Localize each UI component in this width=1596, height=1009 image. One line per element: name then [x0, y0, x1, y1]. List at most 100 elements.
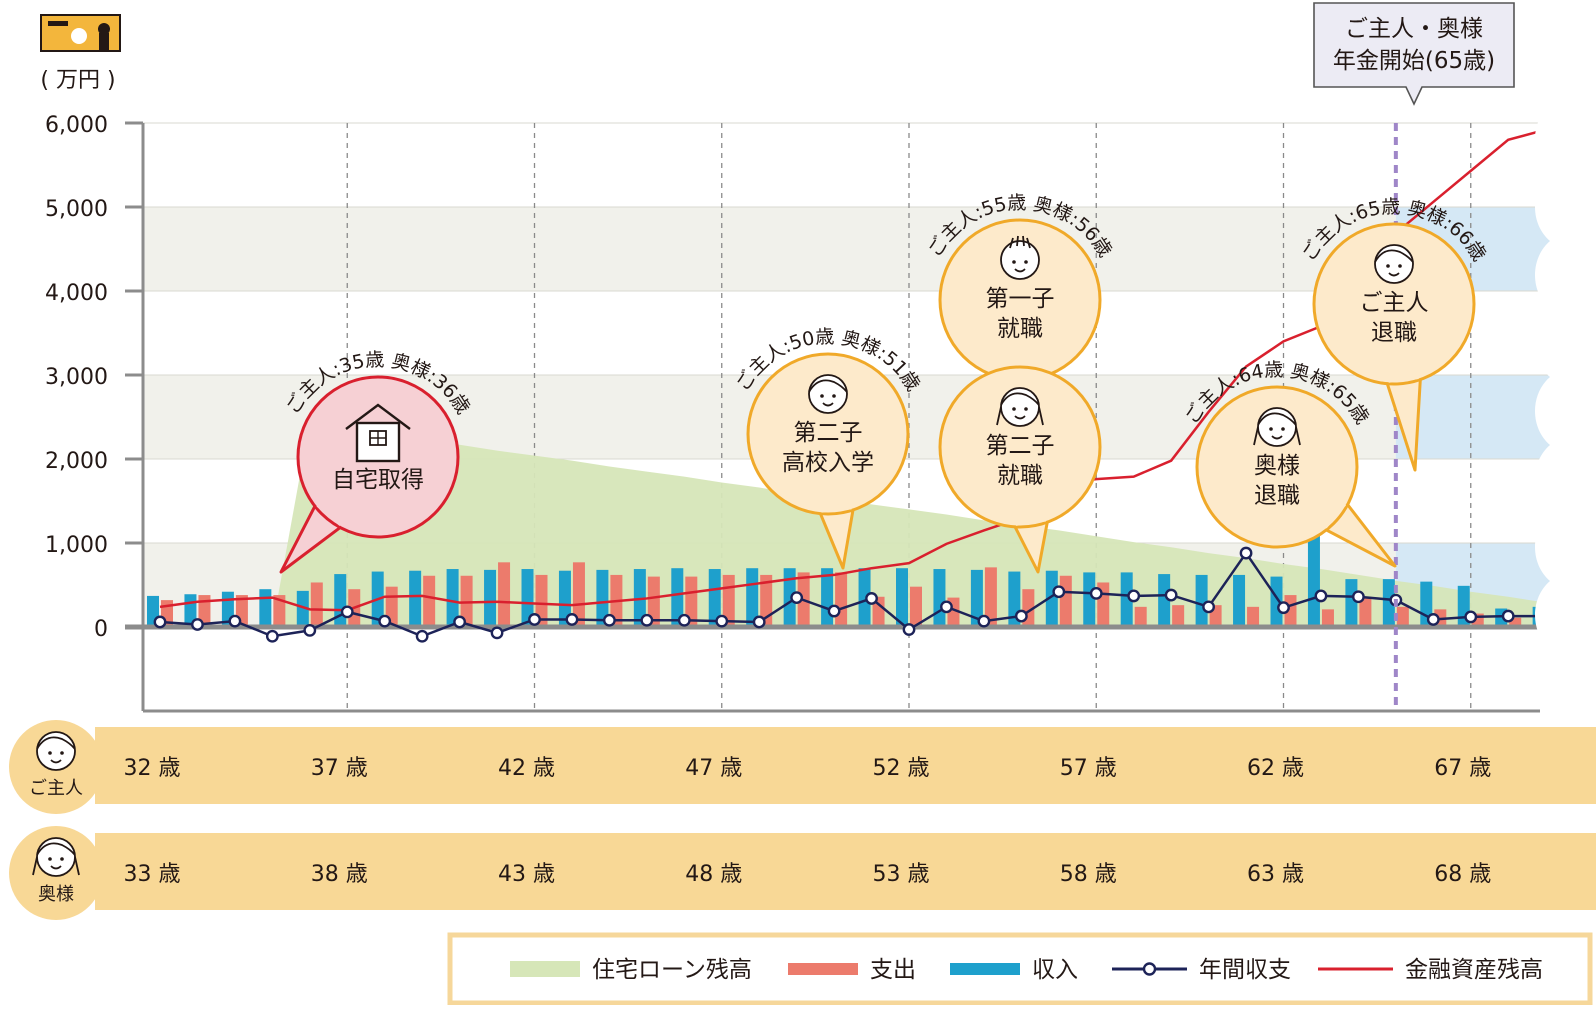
- income-bar: [933, 569, 946, 627]
- axes: 0 1,000 2,000 3,000 4,000 5,000 6,000: [45, 113, 1540, 713]
- callout-bubble: [746, 352, 910, 516]
- wife-face-icon: [1253, 407, 1301, 447]
- face-mouth: [1014, 415, 1026, 420]
- series-annual-balance: [153, 546, 1584, 643]
- income-bar: [1158, 574, 1171, 627]
- husband-face-icon: [1374, 244, 1414, 284]
- expense-bar: [1396, 606, 1409, 627]
- income-bar: [1270, 576, 1283, 627]
- series-bars: [147, 535, 1596, 627]
- income-bar: [970, 569, 983, 627]
- age-label: 32 歳: [124, 756, 181, 781]
- annual-point: [902, 623, 916, 636]
- wife-face-icon: [32, 837, 80, 877]
- legend-item: 金融資産残高: [1318, 957, 1543, 983]
- house-icon: [345, 403, 411, 463]
- expense-bar: [1359, 596, 1372, 627]
- age-rows: ご主人 32 歳 37 歳 42 歳 47 歳 52 歳 57 歳 62 歳 67 歳奥様 33 …: [9, 720, 1596, 920]
- y-tick-label: 6,000: [45, 113, 108, 138]
- income-bar: [558, 570, 571, 627]
- callout-seam: [1322, 501, 1347, 529]
- age-band: [95, 833, 1596, 910]
- callout-text: 高校入学: [782, 450, 874, 476]
- legend-item: 支出: [788, 957, 916, 983]
- girl-face-icon: [996, 387, 1044, 427]
- callout-text: 退職: [1371, 320, 1417, 346]
- legend-swatch: [788, 963, 858, 975]
- y-tick-label: 0: [94, 617, 108, 642]
- annual-point: [1501, 609, 1515, 623]
- annual-point: [153, 615, 167, 629]
- age-label: 48 歳: [685, 862, 742, 887]
- card-circle: [71, 28, 87, 44]
- age-label: 38 歳: [311, 862, 368, 887]
- callout-seam: [820, 503, 852, 513]
- income-bar: [446, 569, 459, 627]
- income-bar: [1195, 574, 1208, 627]
- y-tick-label: 4,000: [45, 281, 108, 306]
- income-bar: [521, 569, 534, 627]
- face-eye: [60, 857, 64, 861]
- age-label: 67 歳: [1434, 756, 1491, 781]
- income-bar: [1045, 570, 1058, 627]
- annual-point: [1464, 610, 1478, 624]
- expense-bar: [1321, 609, 1334, 627]
- face-mouth: [1014, 268, 1026, 273]
- age-row-label: 奥様: [38, 884, 74, 905]
- expense-bar: [498, 562, 511, 627]
- annual-point: [490, 626, 504, 640]
- face-eye: [1024, 260, 1028, 264]
- callout-text: 自宅取得: [332, 467, 424, 493]
- expense-bar: [310, 582, 323, 627]
- age-band: [95, 727, 1596, 804]
- income-bar: [1345, 579, 1358, 627]
- face-eye: [1269, 427, 1273, 431]
- legend-label: 収入: [1032, 957, 1078, 983]
- annual-point: [378, 614, 392, 628]
- expense-bar: [535, 574, 548, 627]
- boy-face-icon: [1000, 235, 1040, 280]
- annual-point: [677, 613, 691, 627]
- expense-bar: [1247, 606, 1260, 627]
- face-mouth: [822, 402, 834, 407]
- expense-bar: [984, 567, 997, 627]
- annual-point: [453, 615, 466, 629]
- income-bar: [783, 568, 796, 627]
- annual-point: [565, 613, 579, 626]
- wavy-right-edge: [1535, 105, 1596, 717]
- face-hair-side: [32, 856, 80, 876]
- y-tick-label: 3,000: [45, 365, 108, 390]
- legend-item: 年間収支: [1112, 957, 1291, 983]
- chart-header: ( 万円 ): [40, 14, 121, 93]
- pension-note-line2: 年金開始(65歳): [1333, 48, 1495, 74]
- wife-age-row: 奥様 33 歳 38 歳 43 歳 48 歳 53 歳 58 歳 63 歳 68 歳: [9, 826, 1596, 920]
- legend-swatch: [950, 963, 1020, 975]
- legend-swatch: [510, 961, 580, 977]
- annual-point: [1352, 590, 1365, 604]
- annual-point: [1239, 546, 1253, 560]
- income-bar: [1083, 572, 1096, 627]
- age-label: 68 歳: [1434, 862, 1491, 887]
- expense-bar: [198, 595, 211, 627]
- pension-note-line1: ご主人・奥様: [1345, 16, 1483, 42]
- callout-text: ご主人: [1360, 290, 1429, 316]
- expense-bar: [835, 572, 848, 627]
- annual-point: [340, 605, 354, 619]
- face-eye: [820, 394, 824, 398]
- income-bar: [334, 574, 347, 627]
- callout-seam: [1015, 515, 1046, 526]
- annual-point: [415, 629, 429, 643]
- card-person-head: [98, 23, 110, 35]
- y-tick-label: 5,000: [45, 197, 108, 222]
- face-hair: [36, 842, 76, 856]
- face-eye: [1012, 407, 1016, 411]
- annual-point: [1014, 609, 1028, 623]
- callout-text: 奥様: [1254, 453, 1300, 479]
- annual-point: [1426, 613, 1440, 626]
- annual-point: [1164, 588, 1178, 602]
- face-mouth: [1388, 272, 1400, 277]
- face-hair: [1374, 249, 1414, 263]
- income-bar: [896, 568, 908, 627]
